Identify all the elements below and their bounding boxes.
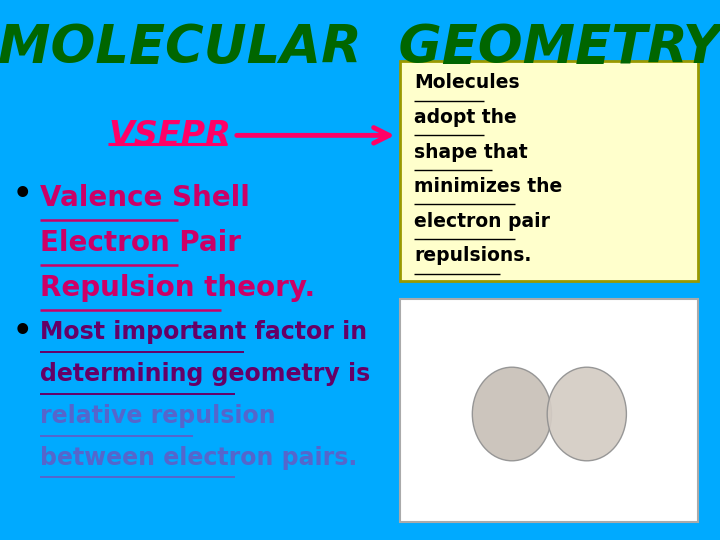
Text: adopt the: adopt the	[414, 108, 517, 127]
Text: shape that: shape that	[414, 143, 528, 161]
Text: Most important factor in: Most important factor in	[40, 320, 366, 345]
Text: Valence Shell: Valence Shell	[40, 184, 249, 212]
Text: •: •	[13, 180, 32, 209]
FancyBboxPatch shape	[400, 299, 698, 522]
Text: Electron Pair: Electron Pair	[40, 229, 240, 257]
Text: VSEPR: VSEPR	[108, 119, 231, 152]
Text: MOLECULAR  GEOMETRY: MOLECULAR GEOMETRY	[0, 22, 720, 73]
Text: relative repulsion: relative repulsion	[40, 404, 275, 428]
FancyBboxPatch shape	[400, 61, 698, 281]
Text: minimizes the: minimizes the	[414, 177, 562, 196]
Text: Molecules: Molecules	[414, 73, 520, 92]
Text: Repulsion theory.: Repulsion theory.	[40, 274, 315, 302]
Text: •: •	[13, 317, 32, 346]
Ellipse shape	[547, 367, 626, 461]
Ellipse shape	[472, 367, 552, 461]
Text: repulsions.: repulsions.	[414, 246, 531, 265]
Text: electron pair: electron pair	[414, 212, 550, 231]
Text: between electron pairs.: between electron pairs.	[40, 446, 357, 470]
Text: determining geometry is: determining geometry is	[40, 362, 370, 386]
